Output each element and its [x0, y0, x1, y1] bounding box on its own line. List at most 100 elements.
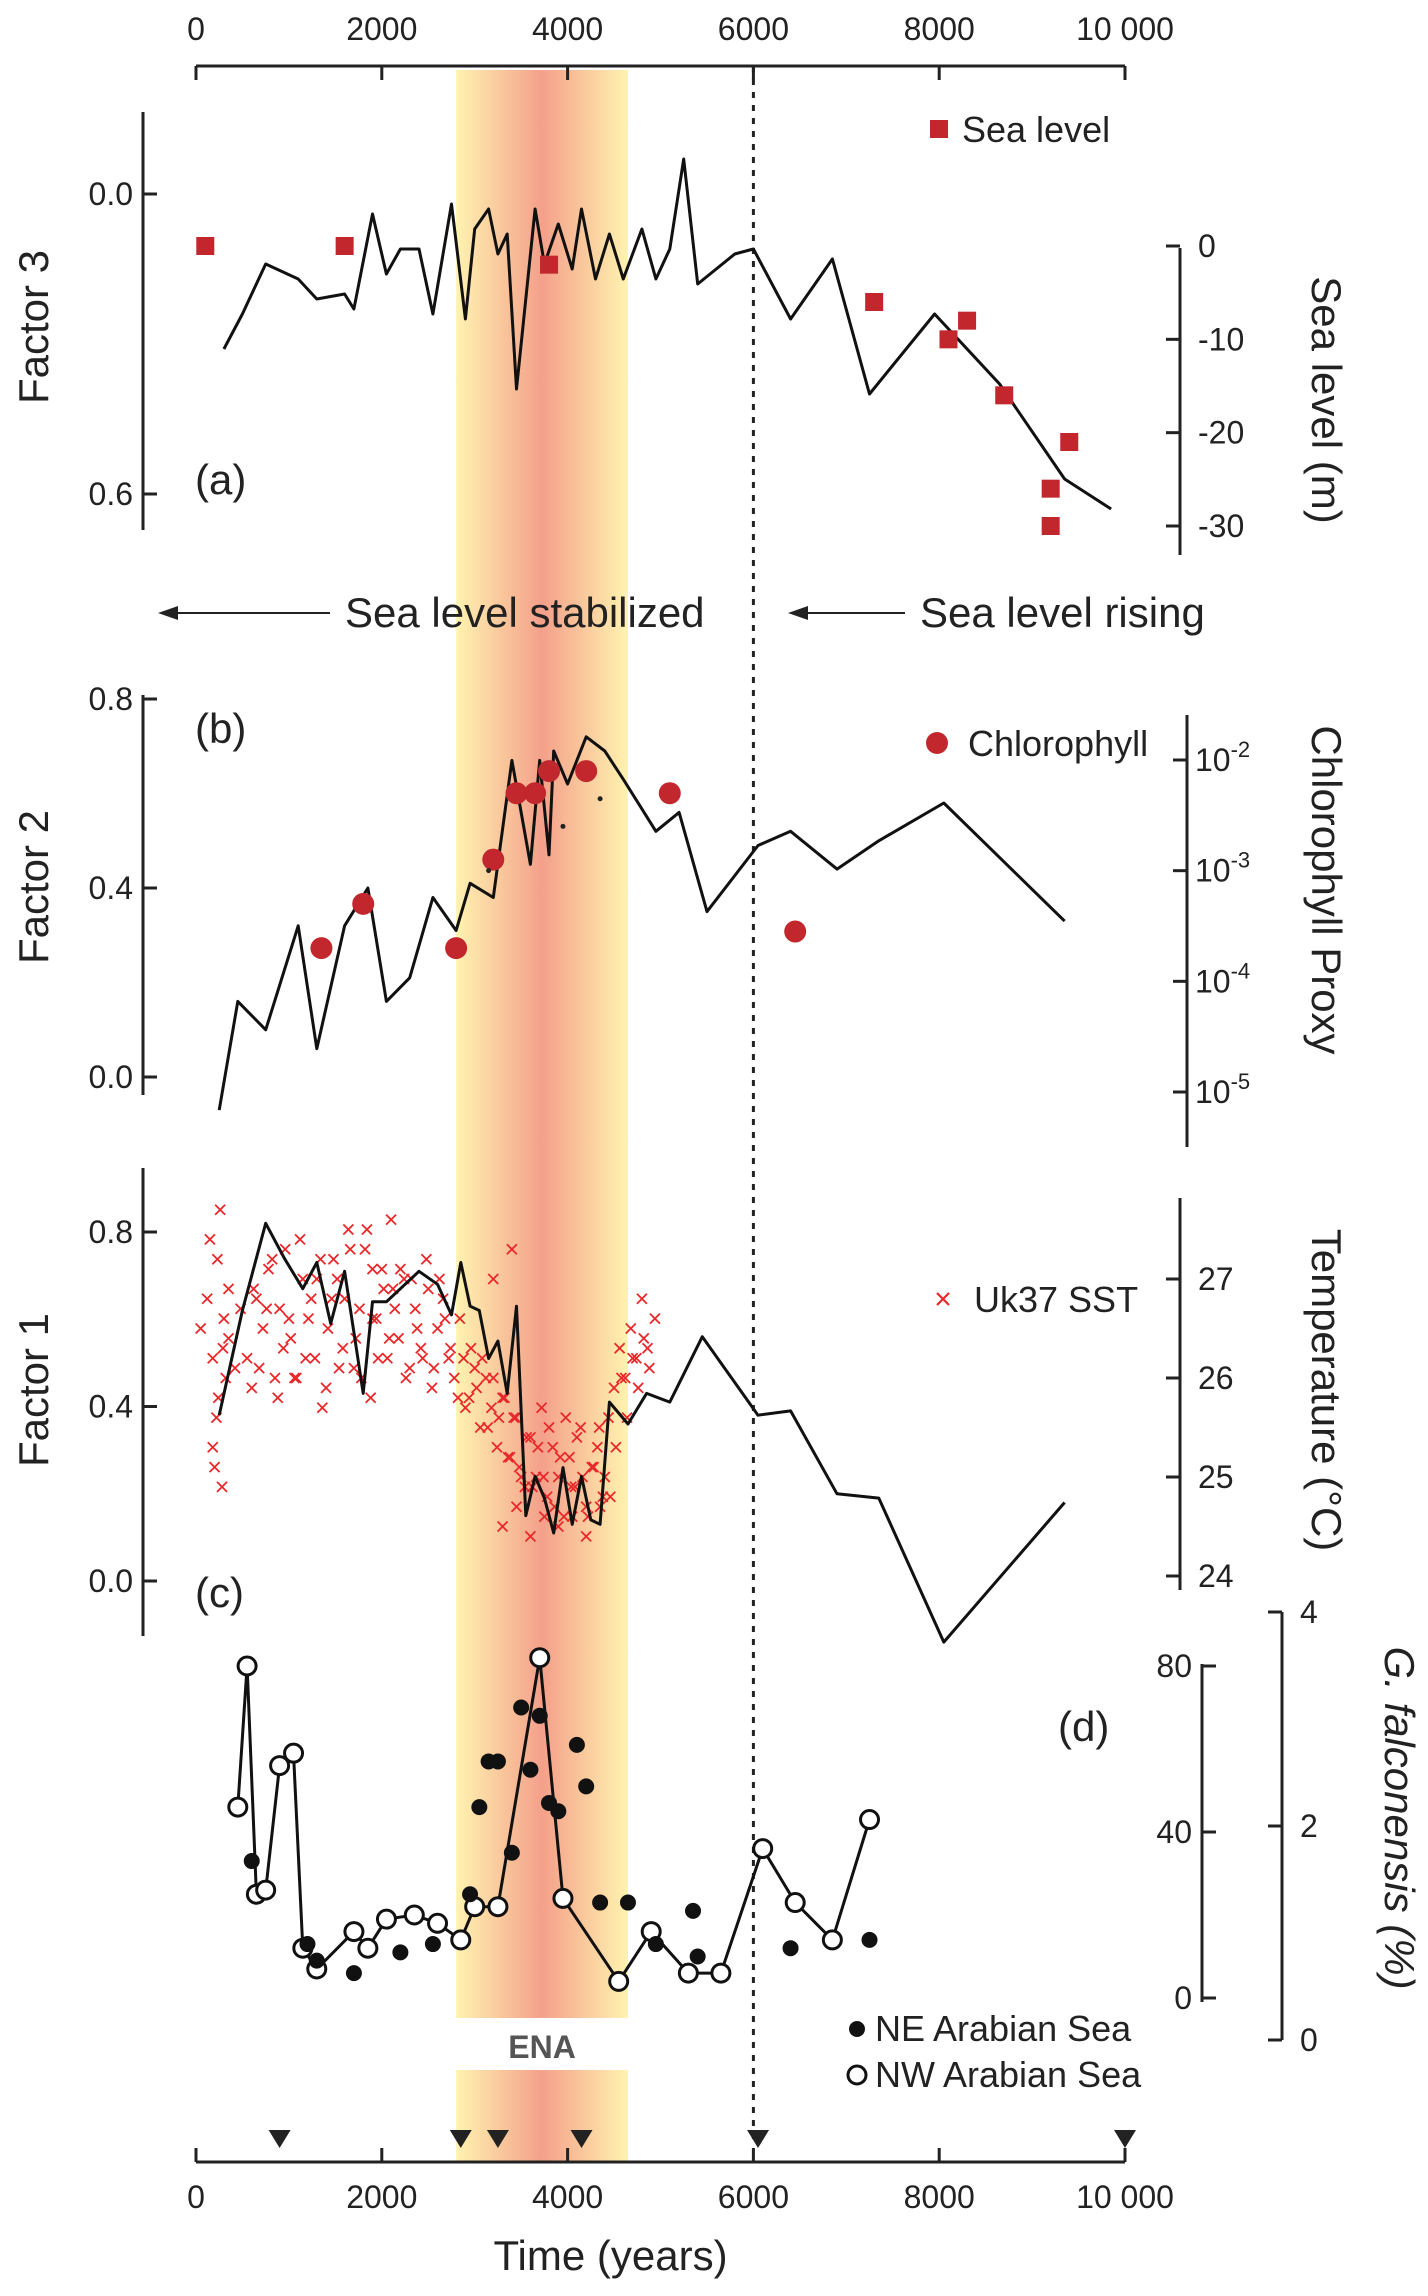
top-tick-label: 8000: [904, 11, 975, 47]
nw-arabian-sea-point: [255, 1879, 277, 1901]
sst-point: [563, 1451, 576, 1463]
sst-point: [452, 1392, 464, 1404]
sea-level-legend-marker: [930, 120, 948, 138]
sea-level-point: [995, 386, 1014, 405]
sst-point: [571, 1431, 583, 1444]
panel-a-left-axis-tick-label: 0.0: [89, 176, 133, 212]
age-control-marker: [449, 2130, 472, 2148]
nw-arabian-sea-point: [403, 1904, 425, 1926]
sst-point: [273, 1303, 286, 1315]
sea-level-point: [335, 237, 354, 255]
chlorophyll-point: [505, 782, 528, 805]
chlorophyll-legend-label: Chlorophyll: [968, 723, 1148, 764]
sst-point: [370, 1312, 382, 1325]
sst-point: [431, 1322, 444, 1335]
panel-a-right-axis-tick-label: 0: [1198, 228, 1216, 264]
ena-highlight-band: [456, 70, 628, 2018]
nw-arabian-sea-point: [752, 1838, 774, 1860]
sst-point: [428, 1362, 440, 1374]
panel-a: 0.0 0.6 0 -10 -20 -30 Factor 3 Sea level (m) (a)…: [10, 109, 1350, 555]
ne-arabian-sea-point: [243, 1853, 260, 1870]
sst-point: [277, 1342, 289, 1354]
top-tick-label: 4000: [532, 11, 603, 47]
chlorophyll-point: [575, 760, 598, 783]
sst-point: [636, 1293, 648, 1305]
sst-point: [574, 1421, 587, 1434]
nw-arabian-sea-point: [784, 1892, 806, 1914]
sst-point: [615, 1372, 628, 1384]
chlorophyll-point: [524, 782, 547, 805]
sst-legend-label: Uk37 SST: [974, 1279, 1138, 1320]
panel-a-left-title: Factor 3: [10, 250, 57, 404]
sst-point: [216, 1481, 228, 1493]
panel-b-right-axis-tick-label: 10-2: [1195, 737, 1250, 778]
panel-a-label: (a): [195, 456, 246, 503]
nw-arabian-sea-point: [529, 1647, 551, 1669]
bottom-tick-label: 8000: [904, 2179, 975, 2215]
sst-point: [509, 1411, 522, 1424]
sea-level-point: [939, 330, 958, 349]
ena-highlight-band-bottom: [456, 2070, 628, 2162]
sst-point: [491, 1441, 503, 1453]
age-control-marker: [570, 2130, 593, 2148]
tick-exponent: -5: [1231, 1069, 1251, 1094]
bottom-tick-label: 2000: [346, 2179, 417, 2215]
sst-point: [625, 1322, 637, 1335]
top-tick-label: 10 000: [1076, 11, 1174, 47]
sst-point: [506, 1243, 518, 1255]
chlorophyll-small-dot: [560, 823, 566, 829]
panel-d-outer-axis-tick-label: 2: [1300, 1808, 1318, 1844]
sst-point: [250, 1293, 263, 1305]
sst-point: [465, 1342, 477, 1354]
sst-point: [392, 1332, 405, 1345]
sst-point: [366, 1263, 379, 1275]
sst-point: [496, 1392, 509, 1404]
panel-d: 0 40 80 0 2 4 G. falconensis (%) (d) NE Arabian …: [227, 1594, 1423, 2095]
sst-point: [420, 1253, 433, 1265]
ne-arabian-sea-point: [861, 1931, 878, 1948]
sst-point: [485, 1402, 498, 1414]
x-axis-title: Time (years): [493, 2232, 727, 2279]
sst-point: [333, 1362, 345, 1374]
ne-arabian-sea-point: [513, 1699, 530, 1716]
panel-b-right-axis-tick-label: 10-3: [1195, 848, 1250, 889]
sst-point: [381, 1352, 394, 1364]
panel-c-left-axis-tick-label: 0.0: [89, 1563, 133, 1599]
bottom-tick-label: 0: [187, 2179, 205, 2215]
panel-b-left-axis-tick-label: 0.0: [89, 1059, 133, 1095]
panel-d-outer-axis-tick-label: 0: [1300, 2022, 1318, 2058]
sst-point: [638, 1332, 650, 1345]
sst-point: [543, 1421, 555, 1434]
sea-level-point: [865, 293, 884, 311]
tick-base: 10: [1195, 1074, 1231, 1110]
sst-point: [641, 1342, 654, 1354]
sst-point: [359, 1243, 371, 1255]
panel-c: 0.0 0.4 0.8 24 25 26 27 Factor 1 Temperature (°C…: [10, 1168, 1350, 1644]
sst-point: [353, 1303, 366, 1315]
sst-point: [454, 1312, 466, 1325]
ne-legend-label: NE Arabian Sea: [875, 2008, 1132, 2049]
age-control-marker: [1114, 2130, 1136, 2148]
sst-point: [378, 1283, 390, 1295]
nw-arabian-sea-point: [269, 1755, 291, 1777]
sst-point: [316, 1402, 328, 1414]
sst-point: [218, 1312, 230, 1325]
bottom-tick-label: 4000: [532, 2179, 603, 2215]
sst-point: [586, 1461, 598, 1473]
sst-point: [444, 1342, 457, 1354]
nw-legend-marker: [846, 2064, 868, 2086]
nw-arabian-sea-point: [283, 1742, 305, 1764]
tick-exponent: -4: [1231, 958, 1251, 983]
sst-point: [195, 1322, 207, 1335]
panel-b-right-axis-tick-label: 10-5: [1195, 1069, 1250, 1110]
sst-point: [290, 1372, 302, 1384]
sst-point: [448, 1372, 460, 1384]
ne-arabian-sea-point: [619, 1894, 636, 1911]
ne-arabian-sea-point: [308, 1952, 325, 1969]
ne-arabian-sea-point: [550, 1803, 567, 1820]
panel-c-left-axis-tick-label: 0.4: [89, 1389, 133, 1425]
sst-point: [480, 1372, 492, 1384]
sst-point: [262, 1263, 275, 1275]
ne-arabian-sea-point: [424, 1936, 441, 1953]
